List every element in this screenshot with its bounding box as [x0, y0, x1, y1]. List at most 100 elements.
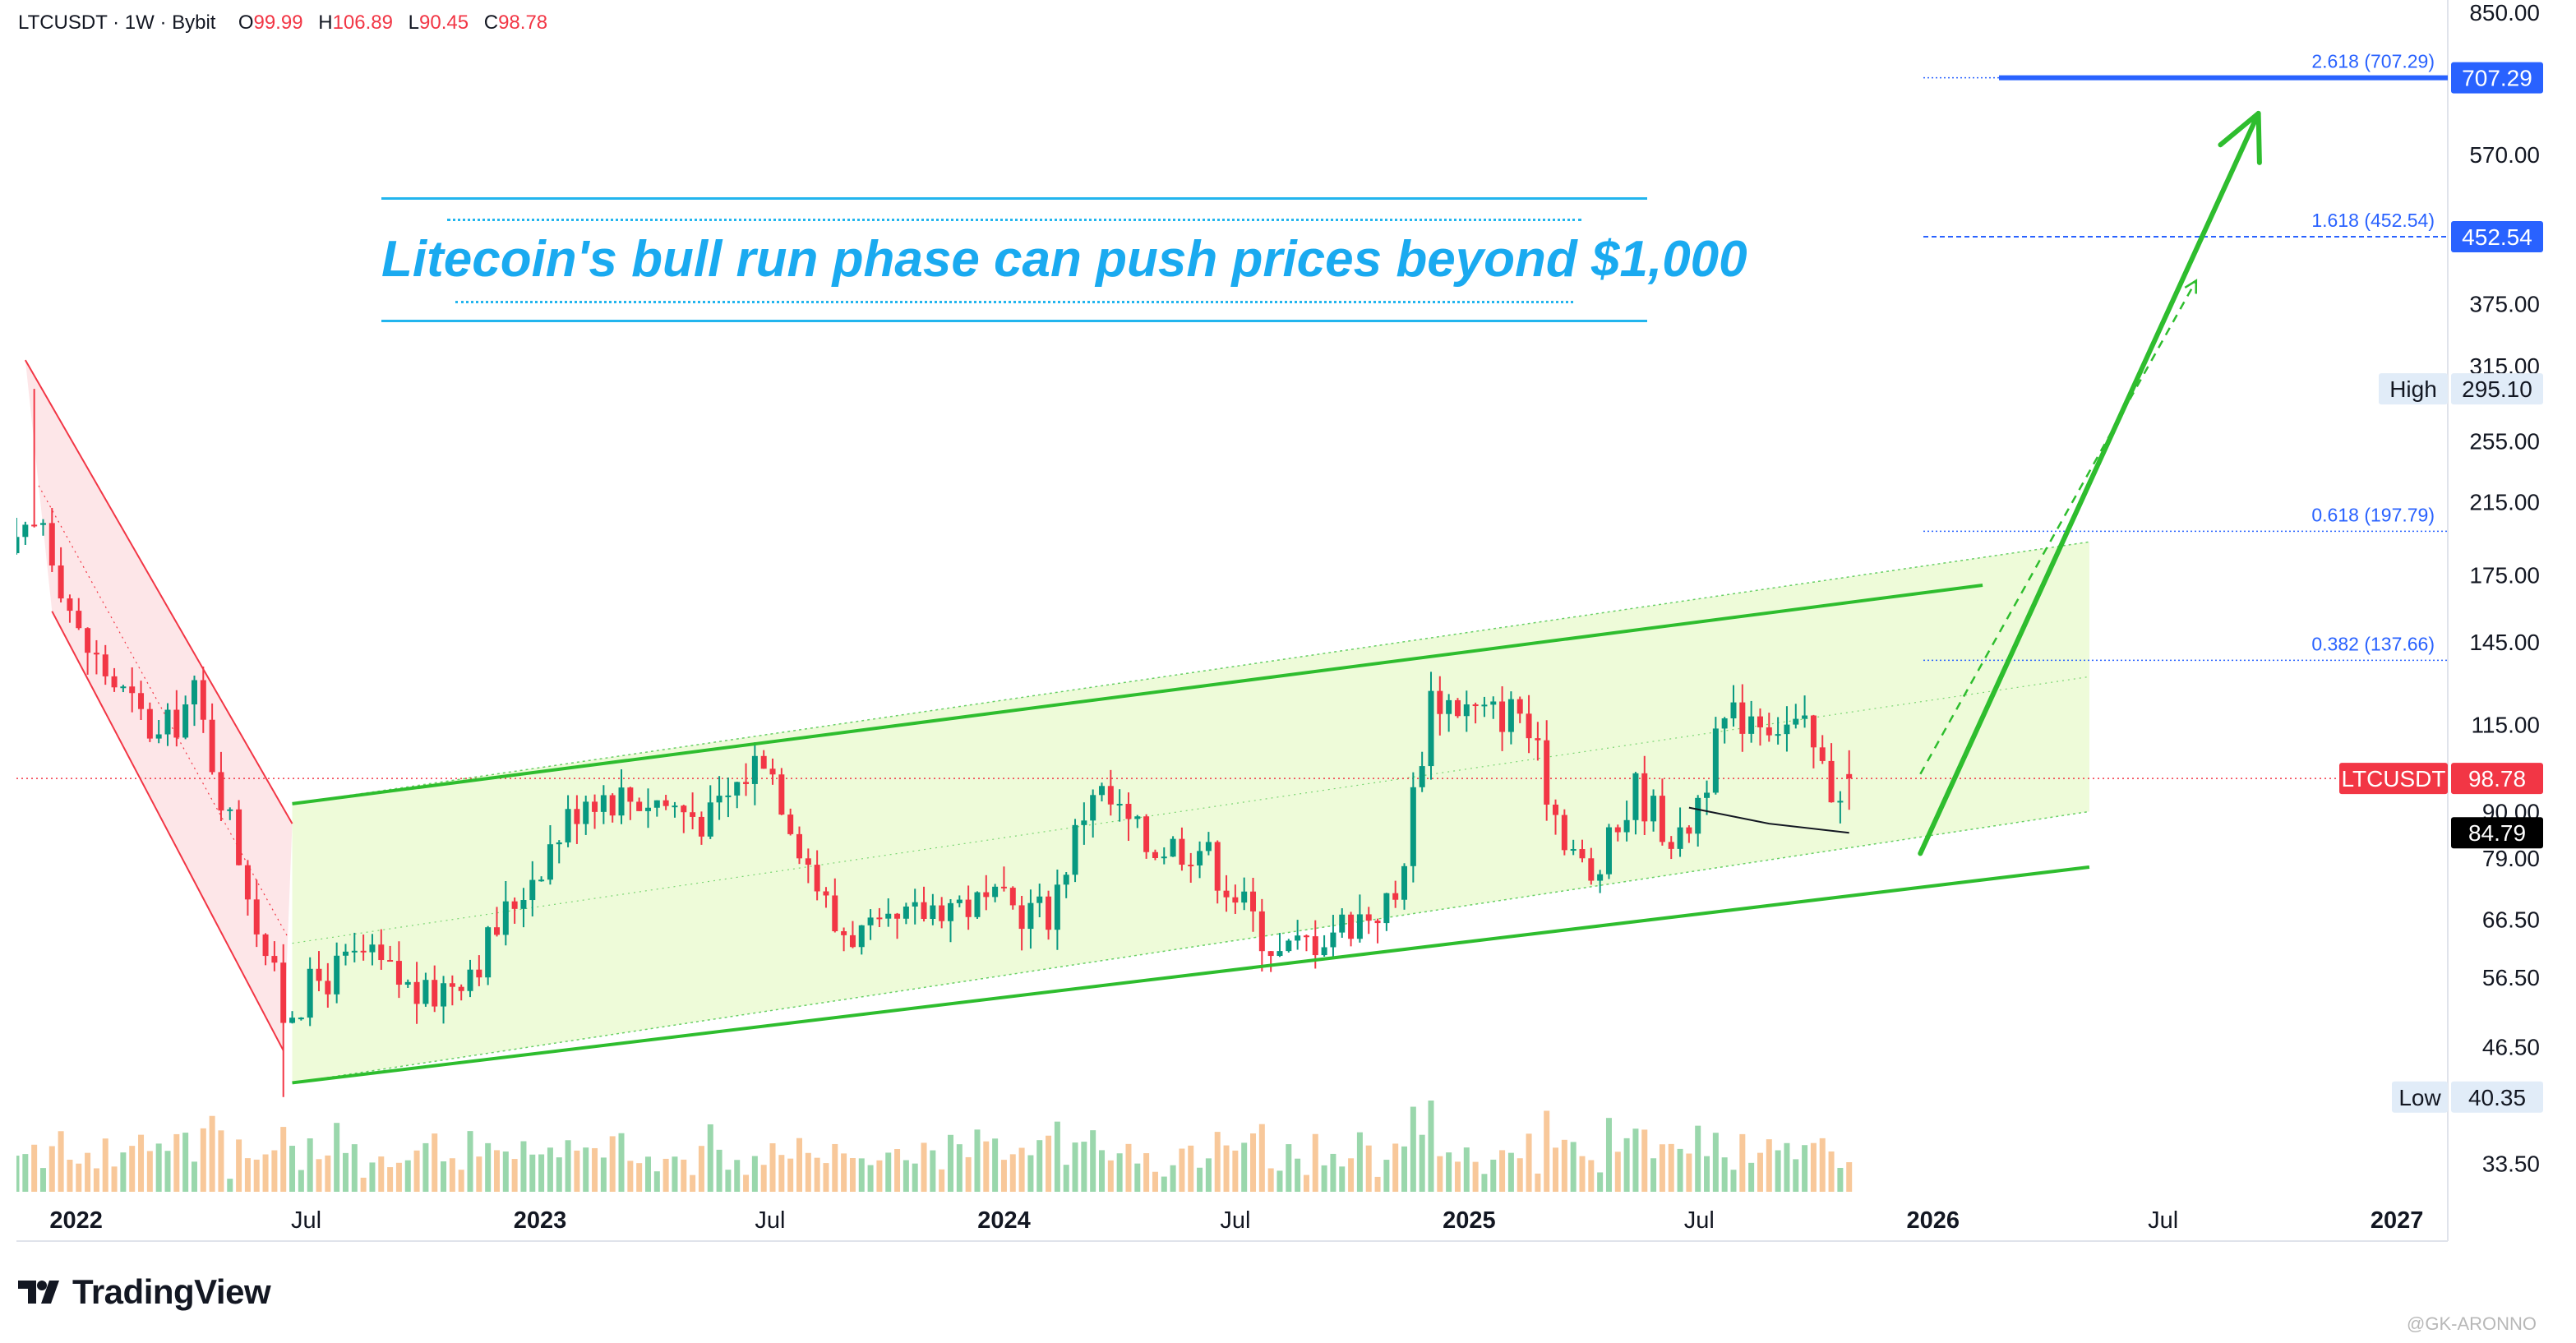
volume-bar	[1659, 1144, 1665, 1192]
volume-bar	[849, 1158, 856, 1192]
candle-body	[1321, 947, 1327, 956]
candle-body	[432, 980, 438, 1007]
volume-bar	[16, 1156, 20, 1192]
volume-bar	[1276, 1170, 1283, 1192]
volume-bar	[1677, 1148, 1683, 1192]
price-tag-value: 707.29	[2462, 66, 2532, 91]
candle-body	[146, 708, 153, 739]
volume-bar	[1107, 1160, 1114, 1192]
time-tick-2023-2: 2023	[514, 1207, 567, 1234]
volume-bar	[787, 1158, 794, 1192]
candle-body	[814, 865, 820, 892]
volume-bar	[609, 1136, 616, 1192]
candle-body	[22, 524, 29, 538]
candle-body	[395, 961, 402, 985]
volume-bar	[1775, 1150, 1781, 1192]
volume-bar	[1009, 1154, 1016, 1192]
candle-body	[992, 886, 999, 898]
volume-bar	[307, 1138, 313, 1192]
volume-bar	[129, 1146, 136, 1192]
volume-bar	[1712, 1133, 1719, 1192]
volume-bar	[1383, 1160, 1390, 1192]
volume-bar	[956, 1144, 963, 1192]
candle-body	[983, 892, 990, 898]
volume-bar	[1339, 1166, 1346, 1192]
volume-bar	[48, 1146, 55, 1192]
candle-body	[1490, 701, 1497, 705]
candle-body	[1232, 897, 1239, 903]
volume-bar	[432, 1133, 438, 1192]
volume-bar	[1632, 1128, 1639, 1192]
volume-bar	[1588, 1160, 1595, 1192]
candle-body	[1419, 766, 1425, 787]
volume-bar	[1561, 1139, 1567, 1192]
candle-body	[538, 879, 545, 882]
volume-bar	[1544, 1110, 1550, 1192]
high-value: 106.89	[332, 12, 393, 34]
volume-bar	[1241, 1142, 1248, 1192]
candle-body	[1000, 886, 1007, 888]
headline-annotation[interactable]: Litecoin's bull run phase can push price…	[381, 197, 1747, 322]
candle-body	[1348, 914, 1355, 939]
tradingview-logo[interactable]: TradingView	[16, 1272, 271, 1312]
volume-bar	[58, 1131, 64, 1192]
candle-body	[316, 968, 322, 981]
candle-body	[1837, 801, 1844, 803]
falling-channel-upper	[24, 359, 293, 824]
volume-bar	[1232, 1150, 1239, 1192]
candle-body	[120, 686, 127, 689]
candle-body	[823, 891, 829, 896]
candle-body	[280, 962, 287, 1023]
volume-bar	[1072, 1142, 1078, 1192]
candle-body	[574, 809, 580, 824]
price-tag-40.35: 40.35 Low	[2392, 1081, 2543, 1113]
volume-bar	[1152, 1171, 1158, 1192]
candle-body	[1553, 804, 1559, 815]
candle-body	[1472, 704, 1479, 707]
volume-bar	[1650, 1158, 1657, 1192]
candle-body	[1152, 851, 1158, 858]
candle-body	[965, 899, 972, 917]
volume-bar	[1027, 1155, 1034, 1192]
candle-body	[1250, 891, 1257, 911]
price-tag-value: 40.35	[2468, 1085, 2526, 1110]
volume-bar	[769, 1142, 776, 1192]
candle-body	[1597, 874, 1604, 881]
volume-bar	[974, 1129, 981, 1192]
candle-body	[1677, 827, 1683, 849]
headline-top-rule	[381, 197, 1647, 200]
candle-body	[956, 899, 963, 903]
candle-body	[1188, 865, 1194, 867]
price-tag-prefix-bg	[2379, 373, 2448, 405]
volume-bar	[244, 1158, 251, 1192]
candle-body	[1116, 804, 1123, 806]
candle-body	[378, 944, 385, 961]
volume-bar	[227, 1179, 233, 1192]
candle-body	[1507, 699, 1514, 732]
rising-channel-fill	[292, 542, 2089, 1083]
volume-bar	[716, 1149, 722, 1192]
volume-bar	[832, 1143, 838, 1192]
volume-bar	[1081, 1142, 1087, 1192]
candle-body	[921, 902, 927, 920]
volume-bar	[1223, 1145, 1230, 1192]
price-tick-145.00: 145.00	[2469, 630, 2540, 655]
candle-body	[556, 842, 562, 845]
candle-body	[404, 981, 411, 985]
candle-body	[298, 1018, 304, 1020]
candle-body	[707, 802, 713, 837]
volume-bar	[1116, 1153, 1123, 1192]
candle-body	[1614, 827, 1621, 833]
time-tick-jul-9: Jul	[2148, 1207, 2178, 1234]
candle-body	[743, 782, 750, 784]
volume-bar	[751, 1156, 758, 1192]
volume-bar	[547, 1147, 553, 1192]
volume-bar	[1837, 1167, 1844, 1192]
candle-body	[236, 809, 242, 865]
volume-bar	[1499, 1150, 1506, 1192]
volume-bar	[449, 1158, 455, 1192]
volume-bar	[1704, 1156, 1710, 1192]
candles	[16, 389, 1853, 1097]
fib-label-1.618: 1.618 (452.54)	[2311, 210, 2435, 231]
